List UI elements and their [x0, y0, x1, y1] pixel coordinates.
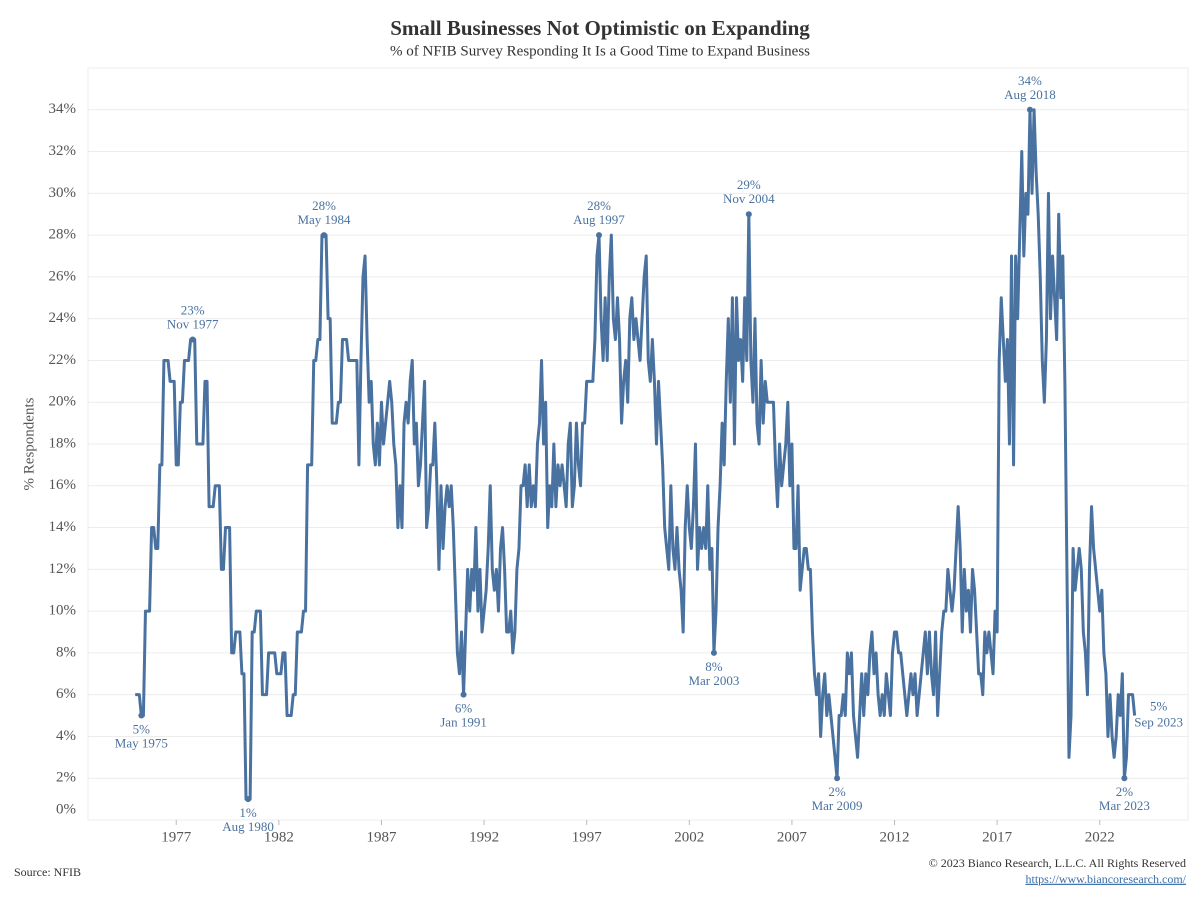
website-link-text[interactable]: https://www.biancoresearch.com/ [1025, 872, 1186, 886]
y-tick-label: 2% [56, 770, 76, 786]
annotation-dot [834, 775, 841, 782]
annotation-dot [710, 649, 717, 656]
annotation-date: Sep 2023 [1134, 715, 1183, 730]
annotation-date: Mar 2009 [812, 798, 863, 813]
annotation-date: Nov 2004 [723, 191, 775, 206]
y-tick-label: 14% [49, 519, 77, 535]
annotation-value: 6% [455, 701, 473, 716]
annotation-dot [1121, 775, 1128, 782]
x-tick-label: 2017 [982, 829, 1013, 845]
annotation-dot [745, 211, 752, 218]
y-tick-label: 8% [56, 644, 76, 660]
annotation-value: 8% [705, 659, 723, 674]
y-tick-label: 24% [49, 310, 77, 326]
annotation-dot [138, 712, 145, 719]
x-tick-label: 1997 [572, 829, 603, 845]
annotation-value: 5% [133, 722, 151, 737]
y-tick-label: 10% [49, 603, 77, 619]
annotation-dot [189, 336, 196, 343]
y-tick-label: 20% [49, 394, 77, 410]
annotation-value: 28% [312, 198, 336, 213]
annotation-date: May 1975 [115, 736, 168, 751]
annotation-date: Jan 1991 [440, 715, 487, 730]
y-tick-label: 34% [49, 101, 77, 117]
y-tick-label: 6% [56, 686, 76, 702]
source-note: Source: NFIB [14, 865, 81, 879]
x-tick-label: 2022 [1085, 829, 1115, 845]
annotation-dot [245, 796, 252, 803]
annotation-date: Mar 2003 [688, 673, 739, 688]
y-tick-label: 18% [49, 435, 77, 451]
annotation-dot [460, 691, 467, 698]
annotation-value: 2% [828, 784, 846, 799]
data-line [135, 108, 1137, 801]
y-tick-label: 0% [56, 801, 76, 817]
y-axis-label: % Respondents [21, 397, 37, 490]
annotation-date: Aug 1980 [222, 819, 274, 834]
annotation-dot [321, 232, 328, 239]
annotation-dot [1026, 106, 1033, 113]
y-tick-label: 28% [49, 227, 77, 243]
chart-subtitle: % of NFIB Survey Responding It Is a Good… [390, 43, 810, 59]
y-tick-label: 12% [49, 561, 77, 577]
chart-title: Small Businesses Not Optimistic on Expan… [390, 16, 810, 40]
y-tick-label: 26% [49, 268, 77, 284]
x-tick-label: 2002 [674, 829, 704, 845]
annotation-value: 1% [239, 805, 257, 820]
copyright: © 2023 Bianco Research, L.L.C. All Right… [929, 856, 1186, 870]
x-tick-label: 1992 [469, 829, 499, 845]
annotation-date: Aug 2018 [1004, 87, 1056, 102]
x-tick-label: 1977 [161, 829, 192, 845]
y-tick-label: 30% [49, 185, 77, 201]
x-tick-label: 2007 [777, 829, 808, 845]
x-tick-label: 2012 [880, 829, 910, 845]
annotation-value: 29% [737, 177, 761, 192]
annotation-date: May 1984 [297, 212, 351, 227]
annotation-value: 5% [1150, 699, 1168, 714]
website-link[interactable]: https://www.biancoresearch.com/ [1025, 872, 1186, 886]
y-tick-label: 22% [49, 352, 77, 368]
annotation-value: 23% [181, 303, 205, 318]
x-tick-label: 1987 [366, 829, 397, 845]
y-tick-label: 16% [49, 477, 77, 493]
annotation-value: 28% [587, 198, 611, 213]
annotation-date: Nov 1977 [167, 317, 219, 332]
annotation-value: 2% [1116, 784, 1134, 799]
annotation-date: Mar 2023 [1099, 798, 1150, 813]
annotation-date: Aug 1997 [573, 212, 625, 227]
y-tick-label: 32% [49, 143, 77, 159]
x-tick-label: 1982 [264, 829, 294, 845]
y-tick-label: 4% [56, 728, 76, 744]
annotation-dot [596, 232, 603, 239]
annotation-value: 34% [1018, 73, 1042, 88]
